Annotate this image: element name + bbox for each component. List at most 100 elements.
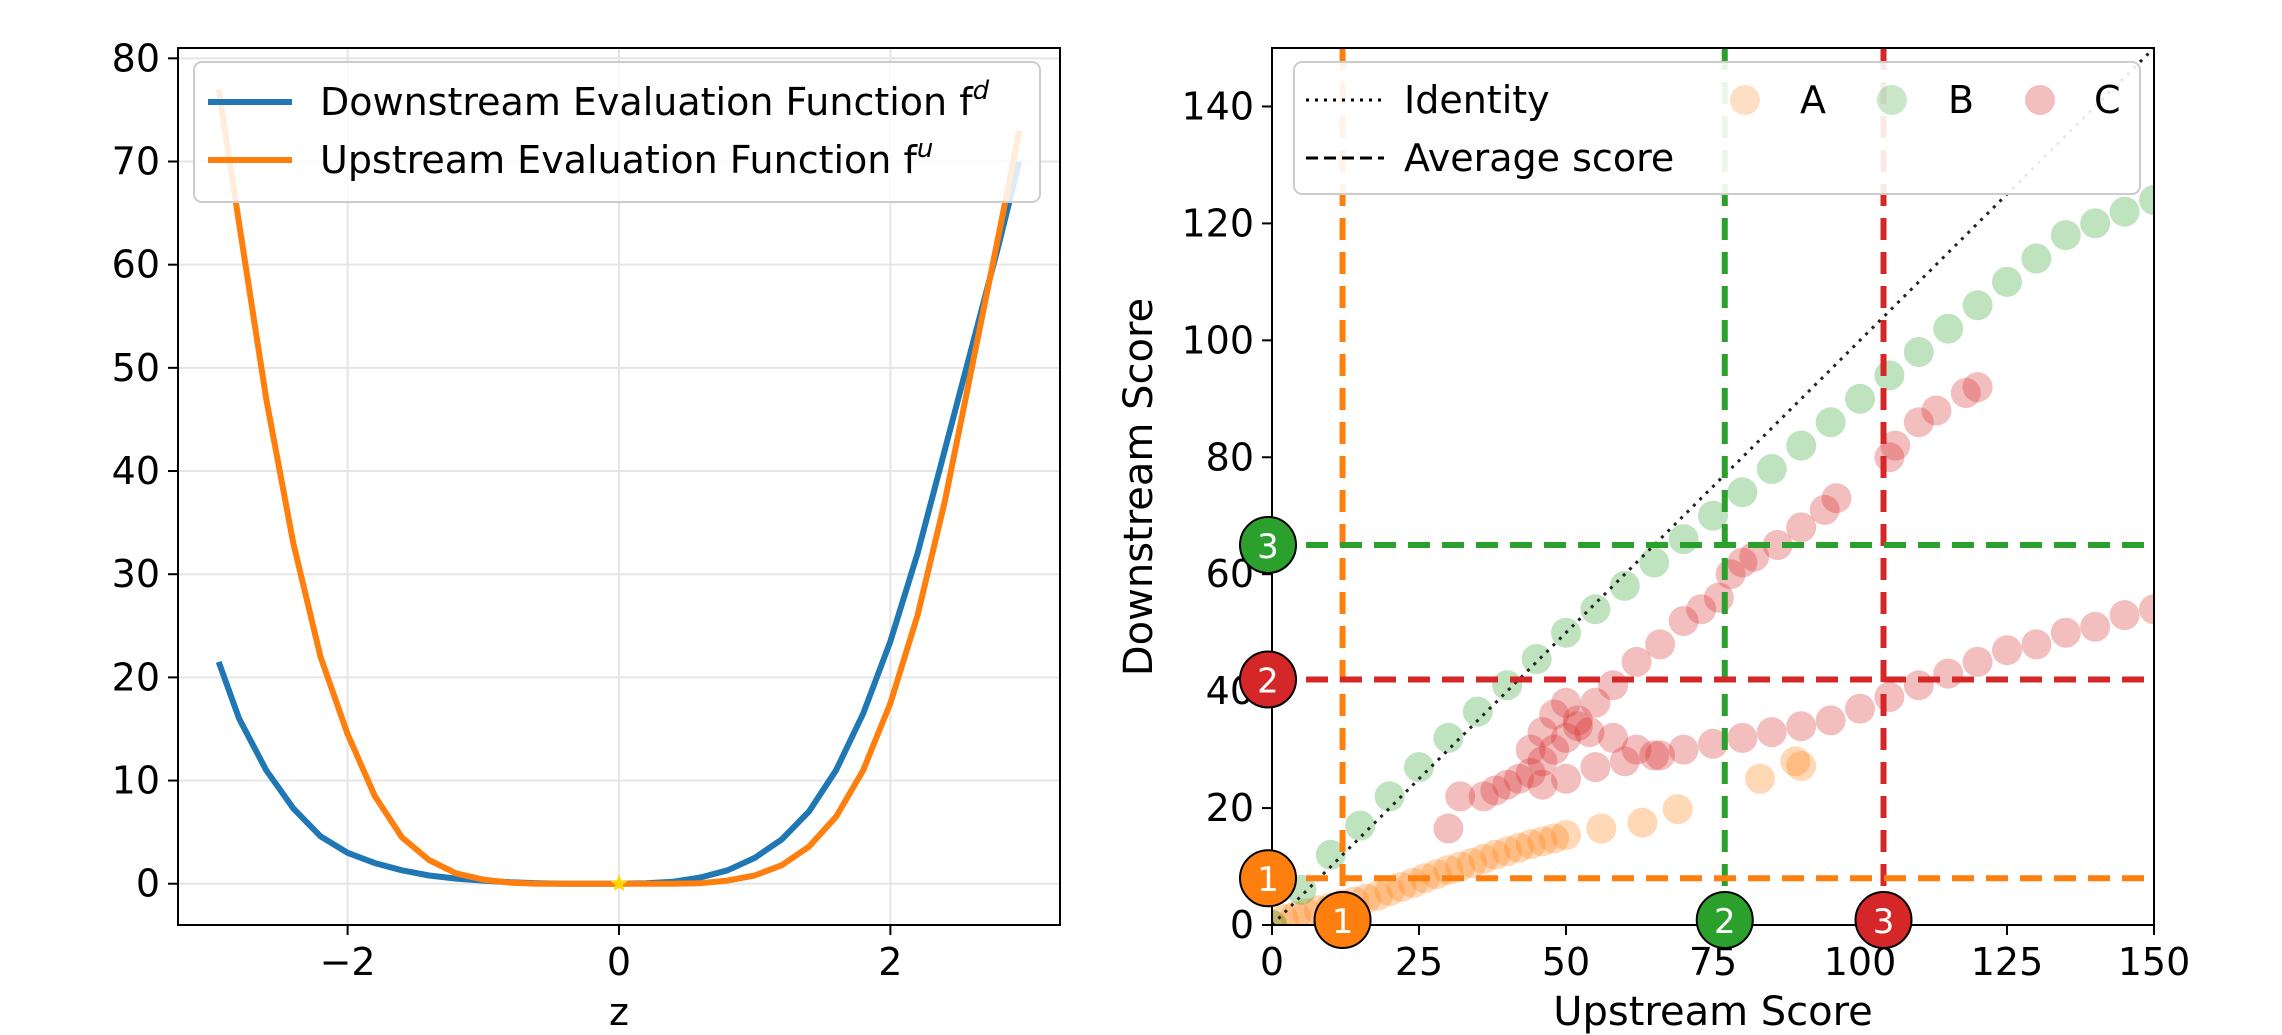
scatter-point-b bbox=[1492, 670, 1523, 701]
scatter-point-c bbox=[1756, 717, 1787, 748]
scatter-point-c bbox=[1562, 705, 1593, 736]
scatter-point-c bbox=[1786, 711, 1817, 742]
scatter-point-c bbox=[1551, 722, 1581, 753]
scatter-point-c bbox=[1480, 775, 1511, 806]
scatter-point-c bbox=[1639, 740, 1670, 771]
scatter-point-b bbox=[2109, 196, 2140, 227]
scatter-point-c bbox=[1504, 763, 1534, 794]
scatter-point-c bbox=[1574, 717, 1605, 748]
scatter-point-c bbox=[1786, 512, 1817, 543]
scatter-point-c bbox=[2050, 617, 2081, 648]
scatter-point-a bbox=[1527, 826, 1558, 857]
scatter-point-c bbox=[1527, 746, 1558, 777]
right-y-axis-label: Downstream Score bbox=[1116, 298, 1162, 676]
left-y-tick-label: 20 bbox=[112, 655, 160, 699]
scatter-point-b bbox=[1992, 266, 2022, 297]
right-y-tick-label: 20 bbox=[1206, 786, 1254, 830]
right-y-tick-label: 120 bbox=[1181, 201, 1254, 245]
right-x-tick-label: 25 bbox=[1395, 940, 1443, 984]
left-y-tick-label: 60 bbox=[112, 243, 160, 287]
average-badge bbox=[1854, 891, 1913, 949]
star-marker bbox=[610, 874, 628, 891]
minimum-star-marker bbox=[610, 874, 628, 891]
scatter-point-a bbox=[1662, 794, 1693, 825]
scatter-point-b bbox=[1580, 594, 1611, 625]
scatter-point-b bbox=[1521, 644, 1552, 674]
scatter-point-a bbox=[1421, 859, 1452, 890]
scatter-point-a bbox=[1780, 746, 1811, 777]
scatter-point-b bbox=[1315, 839, 1346, 870]
scatter-point-a bbox=[1551, 820, 1581, 850]
scatter-point-c bbox=[1580, 752, 1611, 783]
scatter-point-b bbox=[1962, 290, 1993, 321]
scatter-point-c bbox=[1621, 646, 1652, 677]
scatter-point-b bbox=[1786, 430, 1817, 461]
left-y-tick-label: 40 bbox=[112, 449, 160, 493]
average-badge-label: 3 bbox=[1873, 902, 1895, 942]
scatter-point-c bbox=[2080, 611, 2111, 642]
scatter-point-b bbox=[1609, 570, 1640, 601]
scatter-point-a bbox=[1280, 901, 1311, 925]
scatter-point-a bbox=[1515, 829, 1546, 860]
legend-label-c: C bbox=[2094, 78, 2121, 122]
scatter-point-b bbox=[1404, 752, 1434, 783]
scatter-point-c bbox=[1609, 746, 1640, 777]
average-badge-label: 3 bbox=[1257, 527, 1279, 567]
scatter-point-b bbox=[1433, 722, 1464, 753]
scatter-point-c bbox=[1645, 629, 1676, 660]
scatter-point-c bbox=[1903, 407, 1934, 438]
left-y-tick-label: 70 bbox=[112, 139, 160, 183]
scatter-point-c bbox=[1739, 541, 1770, 572]
right-x-tick-label: 150 bbox=[2118, 940, 2191, 984]
scatter-point-c bbox=[1668, 606, 1699, 636]
right-x-tick-label: 125 bbox=[1971, 940, 2044, 984]
right-x-tick-label: 50 bbox=[1542, 940, 1590, 984]
left-legend-box bbox=[193, 61, 1041, 203]
legend-label-b: B bbox=[1948, 78, 1974, 122]
right-y-tick-label: 100 bbox=[1181, 318, 1254, 362]
left-y-tick-label: 80 bbox=[112, 36, 160, 80]
scatter-point-c bbox=[1845, 693, 1875, 724]
right-x-tick-label: 0 bbox=[1260, 940, 1284, 984]
scatter-point-c bbox=[1668, 734, 1699, 765]
average-badge-label: 2 bbox=[1714, 902, 1736, 942]
scatter-point-c bbox=[1921, 395, 1952, 426]
legend-label-average: Average score bbox=[1404, 136, 1674, 180]
scatter-point-a bbox=[1362, 880, 1393, 911]
scatter-point-b bbox=[1345, 810, 1376, 841]
scatter-point-c bbox=[1880, 430, 1911, 461]
scatter-point-b bbox=[1639, 547, 1670, 578]
scatter-point-c bbox=[1815, 705, 1846, 736]
scatter-point-c bbox=[1821, 483, 1852, 514]
scatter-point-b bbox=[1815, 407, 1846, 438]
scatter-point-c bbox=[2139, 594, 2154, 625]
average-badge bbox=[1313, 891, 1372, 949]
scatter-point-c bbox=[1562, 711, 1593, 742]
scatter-point-b bbox=[1933, 313, 1964, 344]
left-x-axis-label: z bbox=[609, 990, 629, 1034]
left-x-tick-label: −2 bbox=[320, 940, 376, 984]
scatter-point-b bbox=[1374, 781, 1405, 812]
scatter-point-c bbox=[1492, 769, 1523, 800]
scatter-point-a bbox=[1492, 836, 1523, 867]
scatter-point-b bbox=[1756, 454, 1787, 484]
scatter-point-c bbox=[1539, 734, 1570, 765]
legend-swatch-c bbox=[2025, 85, 2055, 115]
average-badge bbox=[1239, 849, 1297, 908]
scatter-point-a bbox=[1786, 751, 1817, 781]
scatter-point-c bbox=[1686, 594, 1717, 625]
scatter-point-c bbox=[1433, 813, 1464, 844]
scatter-point-c bbox=[1698, 728, 1728, 759]
scatter-point-c bbox=[1809, 494, 1840, 525]
scatter-point-c bbox=[1645, 740, 1676, 771]
scatter-point-a bbox=[1374, 876, 1405, 907]
scatter-point-c bbox=[1950, 378, 1981, 408]
scatter-point-c bbox=[1527, 769, 1558, 800]
scatter-point-b bbox=[1668, 524, 1699, 555]
scatter-point-a bbox=[1539, 823, 1570, 854]
scatter-point-c bbox=[1874, 682, 1905, 712]
average-badge-label: 1 bbox=[1332, 902, 1354, 942]
